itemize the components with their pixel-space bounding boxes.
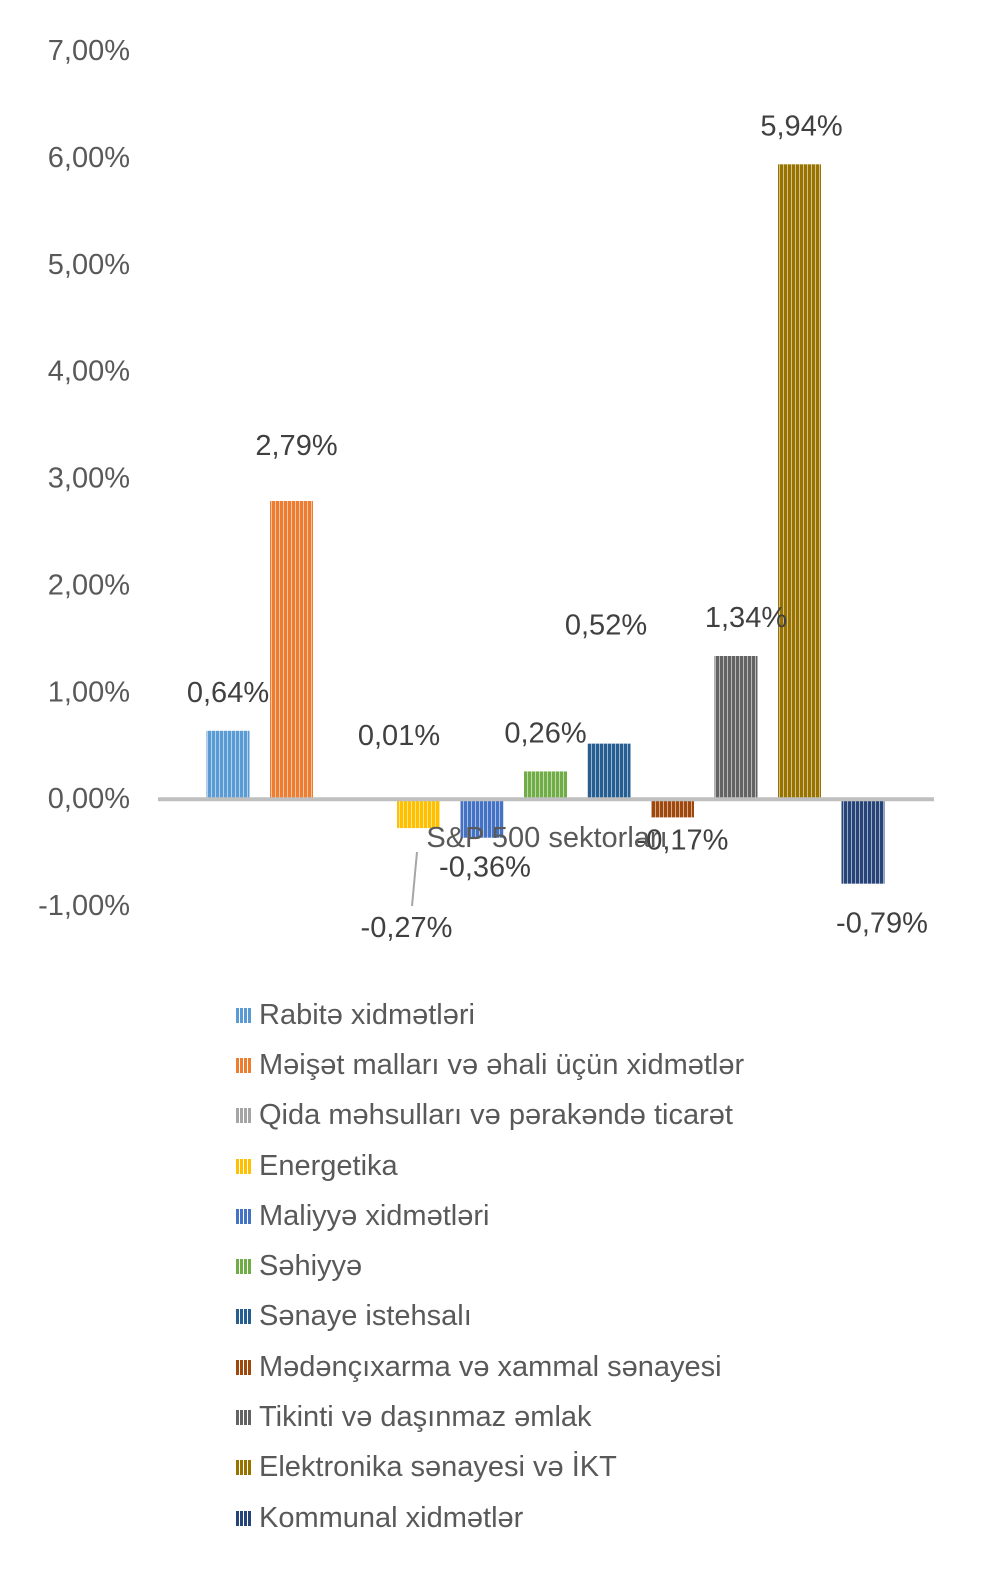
legend-item: Energetika [236,1141,744,1191]
legend-label: Mədənçıxarma və xammal sənayesi [259,1350,722,1383]
data-label: 0,26% [504,717,586,749]
data-label: -0,17% [637,824,729,856]
bar [206,730,250,800]
data-label: 5,94% [760,110,842,142]
legend-swatch [236,1359,251,1375]
bar [524,771,567,800]
bars [206,164,885,884]
y-tick-label: 0,00% [48,783,130,815]
bar [587,743,631,800]
data-labels: 0,64% 2,79% 0,01% -0,27% -0,36% 0,26% 0,52% -0,… [187,110,928,944]
y-tick-label: 5,00% [48,249,130,281]
legend-item: Rabitə xidmətləri [236,990,744,1040]
legend-swatch [236,1410,251,1426]
legend-swatch [236,1208,251,1224]
legend-label: Məişət malları və əhali üçün xidmətlər [259,1048,745,1081]
bar [651,799,694,818]
bar [460,799,504,838]
legend-label: Səhiyyə [259,1250,363,1283]
data-label: 0,52% [565,610,647,642]
legend-label: Energetika [259,1149,398,1182]
legend-item: Sənaye istehsalı [236,1292,744,1342]
legend-swatch [236,1460,251,1476]
legend-label: Tikinti və daşınmaz əmlak [259,1401,592,1434]
bar [397,799,440,829]
y-tick-label: 7,00% [48,35,130,67]
leader-line [411,851,418,907]
y-tick-label: 3,00% [48,463,130,495]
legend-item: Səhiyyə [236,1241,744,1291]
y-tick-label: 1,00% [48,676,130,708]
data-label: -0,27% [361,912,453,944]
axis-title-leader [411,851,418,907]
bar [841,799,885,884]
data-label: 0,01% [358,720,440,752]
legend: Rabitə xidmətləri Məişət malları və əhali… [236,990,744,1543]
y-tick-label: -2,00% [38,997,130,1000]
legend-item: Qida məhsulları və pərakəndə ticarət [236,1091,744,1141]
legend-label: Kommunal xidmətlər [259,1501,524,1534]
y-tick-label: 4,00% [48,356,130,388]
bar-chart: 7,00% 6,00% 5,00% 4,00% 3,00% 2,00% 1,00% 0,00%… [38,35,934,1000]
y-tick-label: 2,00% [48,569,130,601]
y-axis: 7,00% 6,00% 5,00% 4,00% 3,00% 2,00% 1,00% 0,00%… [38,35,130,1000]
y-tick-label: -1,00% [38,890,130,922]
data-label: 2,79% [255,430,337,462]
legend-item: Tikinti və daşınmaz əmlak [236,1392,744,1442]
data-label: -0,79% [836,908,928,940]
y-tick-label: 6,00% [48,142,130,174]
legend-item: Maliyyə xidmətləri [236,1191,744,1241]
bar [270,501,313,800]
legend-swatch [236,1158,251,1174]
legend-label: Rabitə xidmətləri [259,998,475,1031]
x-axis-title: S&P 500 sektorları [426,822,667,854]
legend-label: Sənaye istehsalı [259,1300,472,1333]
bar [778,164,821,800]
legend-swatch [236,1108,251,1124]
bar [714,655,758,800]
data-label: 1,34% [705,602,787,634]
legend-item: Elektronika sənayesi və İKT [236,1443,744,1493]
legend-swatch [236,1057,251,1073]
legend-swatch [236,1007,251,1023]
legend-swatch [236,1309,251,1325]
legend-swatch [236,1259,251,1275]
data-label: 0,64% [187,677,269,709]
data-label: -0,36% [439,852,531,884]
legend-label: Elektronika sənayesi və İKT [259,1451,617,1484]
legend-item: Mədənçıxarma və xammal sənayesi [236,1342,744,1392]
legend-label: Maliyyə xidmətləri [259,1199,490,1232]
legend-item: Məişət malları və əhali üçün xidmətlər [236,1040,744,1090]
legend-label: Qida məhsulları və pərakəndə ticarət [259,1099,733,1132]
legend-item: Kommunal xidmətlər [236,1493,744,1543]
legend-swatch [236,1510,251,1526]
